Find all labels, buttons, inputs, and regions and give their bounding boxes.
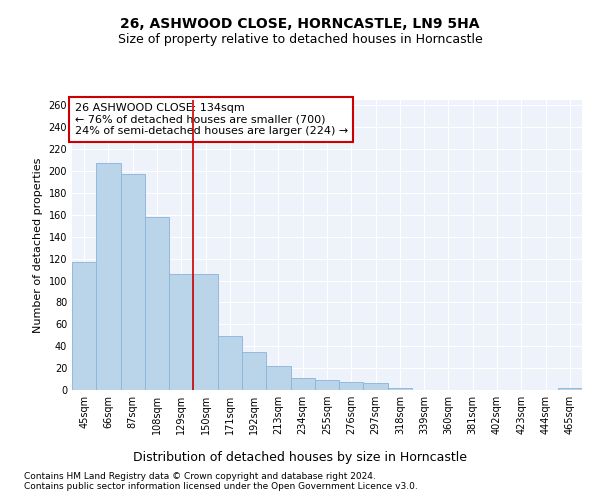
Bar — [290, 378, 315, 390]
Bar — [315, 380, 339, 390]
Bar — [218, 336, 242, 390]
Bar — [193, 274, 218, 390]
Bar — [72, 262, 96, 390]
Text: 26, ASHWOOD CLOSE, HORNCASTLE, LN9 5HA: 26, ASHWOOD CLOSE, HORNCASTLE, LN9 5HA — [120, 18, 480, 32]
Bar — [121, 174, 145, 390]
Bar — [266, 366, 290, 390]
Bar — [145, 217, 169, 390]
Bar — [558, 388, 582, 390]
Bar — [388, 388, 412, 390]
Text: 26 ASHWOOD CLOSE: 134sqm
← 76% of detached houses are smaller (700)
24% of semi-: 26 ASHWOOD CLOSE: 134sqm ← 76% of detach… — [74, 103, 348, 136]
Text: Distribution of detached houses by size in Horncastle: Distribution of detached houses by size … — [133, 451, 467, 464]
Bar — [242, 352, 266, 390]
Y-axis label: Number of detached properties: Number of detached properties — [33, 158, 43, 332]
Bar — [169, 274, 193, 390]
Bar — [339, 382, 364, 390]
Bar — [96, 164, 121, 390]
Text: Contains HM Land Registry data © Crown copyright and database right 2024.: Contains HM Land Registry data © Crown c… — [24, 472, 376, 481]
Bar — [364, 384, 388, 390]
Text: Size of property relative to detached houses in Horncastle: Size of property relative to detached ho… — [118, 32, 482, 46]
Text: Contains public sector information licensed under the Open Government Licence v3: Contains public sector information licen… — [24, 482, 418, 491]
